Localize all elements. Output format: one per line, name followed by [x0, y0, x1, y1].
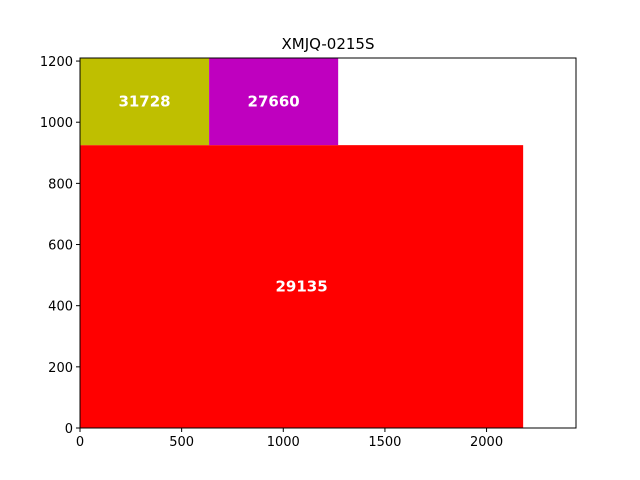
treemap-rect-label-1: 31728: [118, 93, 170, 111]
y-tick-label-6: 1200: [40, 55, 73, 70]
x-tick-label-0: 0: [76, 435, 84, 450]
y-tick-label-5: 1000: [40, 116, 73, 131]
treemap-rect-label-0: 29135: [275, 278, 327, 296]
treemap-rect-0: [80, 145, 524, 429]
x-tick-label-3: 1500: [368, 435, 401, 450]
x-tick-label-2: 1000: [267, 435, 300, 450]
treemap-rect-label-2: 27660: [248, 93, 300, 111]
y-tick-label-0: 0: [65, 422, 73, 437]
y-axis: 0 200 400 600 800 1000 1200: [40, 55, 80, 437]
y-tick-label-3: 600: [48, 239, 73, 254]
y-tick-label-4: 800: [48, 177, 73, 192]
treemap-rect-1: [80, 58, 210, 146]
plot-area-frame: [79, 57, 577, 429]
y-tick-label-2: 400: [48, 300, 73, 315]
x-axis: 0 500 1000 1500 2000: [76, 428, 503, 450]
x-tick-label-1: 500: [169, 435, 194, 450]
x-tick-label-4: 2000: [470, 435, 503, 450]
treemap-rect-2: [209, 58, 339, 146]
y-tick-label-1: 200: [48, 361, 73, 376]
rectangles-layer: 29135 31728 27660: [80, 58, 524, 429]
chart-title: XMJQ-0215S: [282, 35, 375, 53]
